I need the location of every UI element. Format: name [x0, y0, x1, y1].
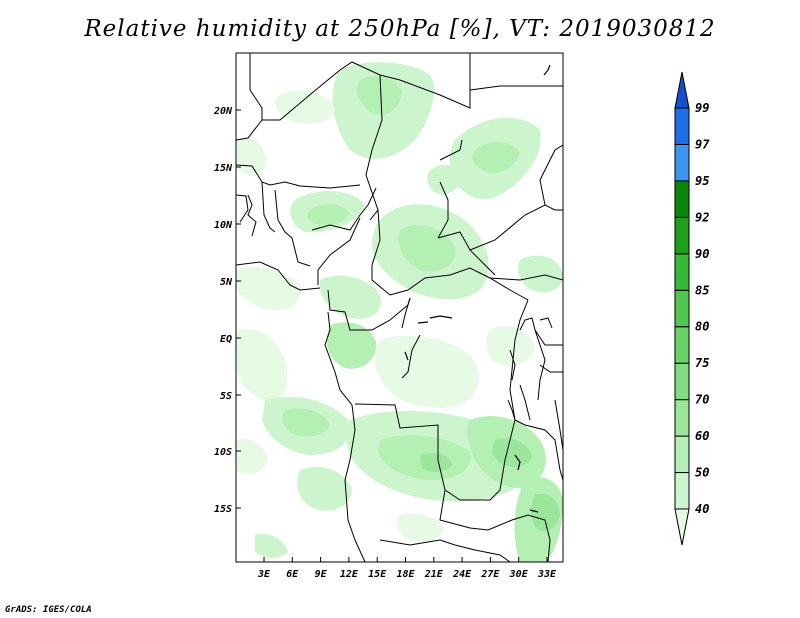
- colorbar-label: 60: [695, 429, 709, 443]
- colorbar-bin: [674, 216, 690, 255]
- lat-label: EQ: [220, 334, 232, 345]
- lon-label: 12E: [340, 569, 359, 580]
- lon-label: 24E: [452, 569, 472, 580]
- lon-label: 27E: [480, 569, 500, 580]
- colorbar-label: 75: [695, 356, 709, 370]
- colorbar-bin: [674, 180, 690, 218]
- colorbar-bin: [674, 107, 690, 145]
- lon-label: 33E: [537, 569, 557, 580]
- colorbar-label: 92: [695, 210, 709, 224]
- colorbar-bin: [674, 143, 690, 182]
- colorbar-label: 85: [695, 283, 709, 297]
- lon-label: 18E: [396, 569, 415, 580]
- colorbar-bin: [674, 508, 690, 546]
- colorbar-bin: [674, 362, 690, 401]
- lat-label: 15S: [214, 504, 232, 515]
- lat-label: 15N: [214, 163, 233, 174]
- colorbar-bin: [674, 472, 690, 510]
- map-title: Relative humidity at 250hPa [%], VT: 201…: [84, 16, 716, 42]
- grads-credit: GrADS: IGES/COLA: [5, 605, 92, 615]
- country-borders: [236, 53, 563, 562]
- colorbar-label: 99: [695, 101, 709, 115]
- colorbar-bin: [674, 289, 690, 328]
- colorbar: 40 50 60 70 75 80 85 90 92 95 97 99: [674, 71, 710, 546]
- lon-label: 9E: [315, 569, 328, 580]
- longitude-axis: 3E 6E 9E 12E 15E 18E 21E 24E 27E 30E 33E: [257, 557, 557, 580]
- lon-label: 15E: [368, 569, 387, 580]
- lat-label: 10S: [214, 447, 232, 458]
- colorbar-label: 80: [695, 320, 709, 334]
- colorbar-label: 90: [695, 247, 709, 261]
- lon-label: 30E: [509, 569, 529, 580]
- colorbar-label: 50: [695, 466, 709, 480]
- colorbar-label: 95: [695, 174, 709, 188]
- latitude-axis: 20N 15N 10N 5N EQ 5S 10S 15S: [213, 106, 241, 515]
- lon-label: 6E: [286, 569, 299, 580]
- lat-label: 10N: [214, 220, 233, 231]
- map-frame: [235, 52, 564, 563]
- lat-label: 20N: [213, 106, 233, 117]
- colorbar-label: 70: [695, 393, 709, 407]
- colorbar-bin: [674, 435, 690, 474]
- colorbar-bin: [674, 71, 690, 109]
- colorbar-bin: [674, 399, 690, 437]
- lat-label: 5S: [220, 391, 232, 402]
- colorbar-bin: [674, 326, 690, 364]
- lakes: [404, 64, 551, 513]
- colorbar-label: 97: [695, 137, 710, 151]
- colorbar-bin: [674, 253, 690, 291]
- lat-label: 5N: [220, 277, 233, 288]
- lon-label: 21E: [424, 569, 444, 580]
- colorbar-label: 40: [695, 502, 709, 516]
- lon-label: 3E: [257, 569, 271, 580]
